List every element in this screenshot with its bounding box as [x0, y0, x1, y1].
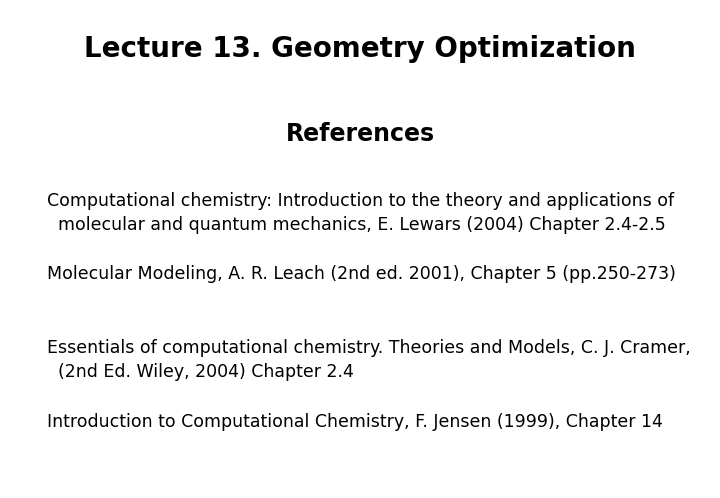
Text: Molecular Modeling, A. R. Leach (2nd ed. 2001), Chapter 5 (pp.250-273): Molecular Modeling, A. R. Leach (2nd ed.…: [47, 265, 675, 283]
Text: Lecture 13. Geometry Optimization: Lecture 13. Geometry Optimization: [84, 35, 636, 63]
Text: Introduction to Computational Chemistry, F. Jensen (1999), Chapter 14: Introduction to Computational Chemistry,…: [47, 413, 662, 431]
Text: Computational chemistry: Introduction to the theory and applications of
  molecu: Computational chemistry: Introduction to…: [47, 192, 674, 234]
Text: References: References: [285, 122, 435, 146]
Text: Essentials of computational chemistry. Theories and Models, C. J. Cramer,
  (2nd: Essentials of computational chemistry. T…: [47, 339, 690, 381]
